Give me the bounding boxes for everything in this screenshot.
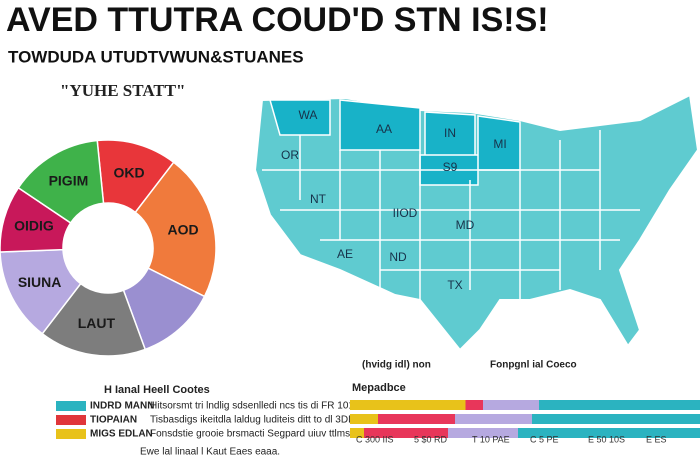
legend-text: Fonsdstie grooie brsmacti Segpard uiuv t… bbox=[150, 429, 368, 440]
donut-segment bbox=[134, 161, 217, 298]
bars-header: Fonpgnl ial Coeco bbox=[490, 360, 577, 371]
bar-segment bbox=[350, 414, 378, 424]
bar-segment bbox=[532, 414, 700, 424]
bar-axis-label: 5 $0 RD bbox=[414, 434, 448, 444]
bars-header: (hvidg idl) non bbox=[362, 360, 431, 371]
bar-axis-label: C 5 PE bbox=[530, 434, 559, 444]
state-label: TX bbox=[447, 278, 462, 292]
map-outline bbox=[253, 93, 700, 352]
bar-axis-label: E 50 10S bbox=[588, 434, 625, 444]
state-label: ND bbox=[389, 250, 407, 264]
bars-title: Mepadbce bbox=[352, 382, 406, 394]
bar-segment bbox=[455, 414, 532, 424]
bar-segment bbox=[448, 428, 518, 438]
legend-footer: Ewe lal linaal l Kaut Eaes eaaa. bbox=[140, 447, 280, 458]
legend-swatch bbox=[56, 415, 86, 425]
legend-text: Tisbasdigs ikeitdla laldug luditeis ditt… bbox=[150, 415, 355, 426]
bar-segment bbox=[364, 428, 448, 438]
donut-label: OIDIG bbox=[14, 218, 54, 234]
state-label: MD bbox=[456, 218, 475, 232]
bar-segment bbox=[539, 400, 700, 410]
state-label: AA bbox=[376, 122, 392, 136]
tagline: "YUHE STATT" bbox=[60, 81, 185, 100]
donut-chart: OKD AOD LAUT SIUNA OIDIG PIGIM bbox=[0, 139, 217, 357]
state-label: NT bbox=[310, 192, 327, 206]
donut-label: PIGIM bbox=[49, 173, 89, 189]
state-label: WA bbox=[299, 108, 318, 122]
bar-segment bbox=[350, 428, 364, 438]
state-label: IIOD bbox=[393, 206, 418, 220]
bar-axis-label: E ES bbox=[646, 434, 667, 444]
state-label: S9 bbox=[443, 160, 458, 174]
legend-title: H Ianal Heell Cootes bbox=[104, 384, 210, 396]
state-borders bbox=[262, 130, 640, 300]
donut-label: SIUNA bbox=[18, 274, 62, 290]
bar-axis-label: C 300 IIS bbox=[356, 434, 394, 444]
state-label: AE bbox=[337, 247, 353, 261]
legend-swatch bbox=[56, 401, 86, 411]
state-label: OR bbox=[281, 148, 299, 162]
state-label: MI bbox=[493, 137, 506, 151]
us-map: WA AA IN MI OR S9 NT IIOD MD AE ND TX bbox=[253, 93, 700, 352]
bar-segment bbox=[378, 414, 455, 424]
donut-label: LAUT bbox=[78, 315, 116, 331]
legend-text: Hitsorsmt tri lndlig sdsenlledi ncs tis … bbox=[150, 401, 360, 412]
bar-segment bbox=[350, 400, 466, 410]
legend-key: INDRD MANN bbox=[90, 401, 154, 412]
bar-segment bbox=[483, 400, 539, 410]
donut-label: OKD bbox=[113, 165, 144, 181]
legend-key: MIGS EDLAN bbox=[90, 429, 153, 440]
subtitle: TOWDUDA UTUDTVWUN&STUANES bbox=[8, 47, 304, 66]
bar-segment bbox=[465, 400, 483, 410]
bar-axis-label: T 10 PAE bbox=[472, 434, 510, 444]
legend-key: TIOPAIAN bbox=[90, 415, 137, 426]
donut-segment bbox=[17, 139, 105, 224]
title: AVED TTUTRA COUD'D STN IS!S! bbox=[6, 1, 549, 39]
donut-label: AOD bbox=[167, 221, 198, 237]
state-label: IN bbox=[444, 126, 456, 140]
bar-segment bbox=[518, 428, 700, 438]
legend-swatch bbox=[56, 429, 86, 439]
stacked-bars: C 300 IIS 5 $0 RD T 10 PAE C 5 PE E 50 10S E … bbox=[350, 400, 700, 444]
